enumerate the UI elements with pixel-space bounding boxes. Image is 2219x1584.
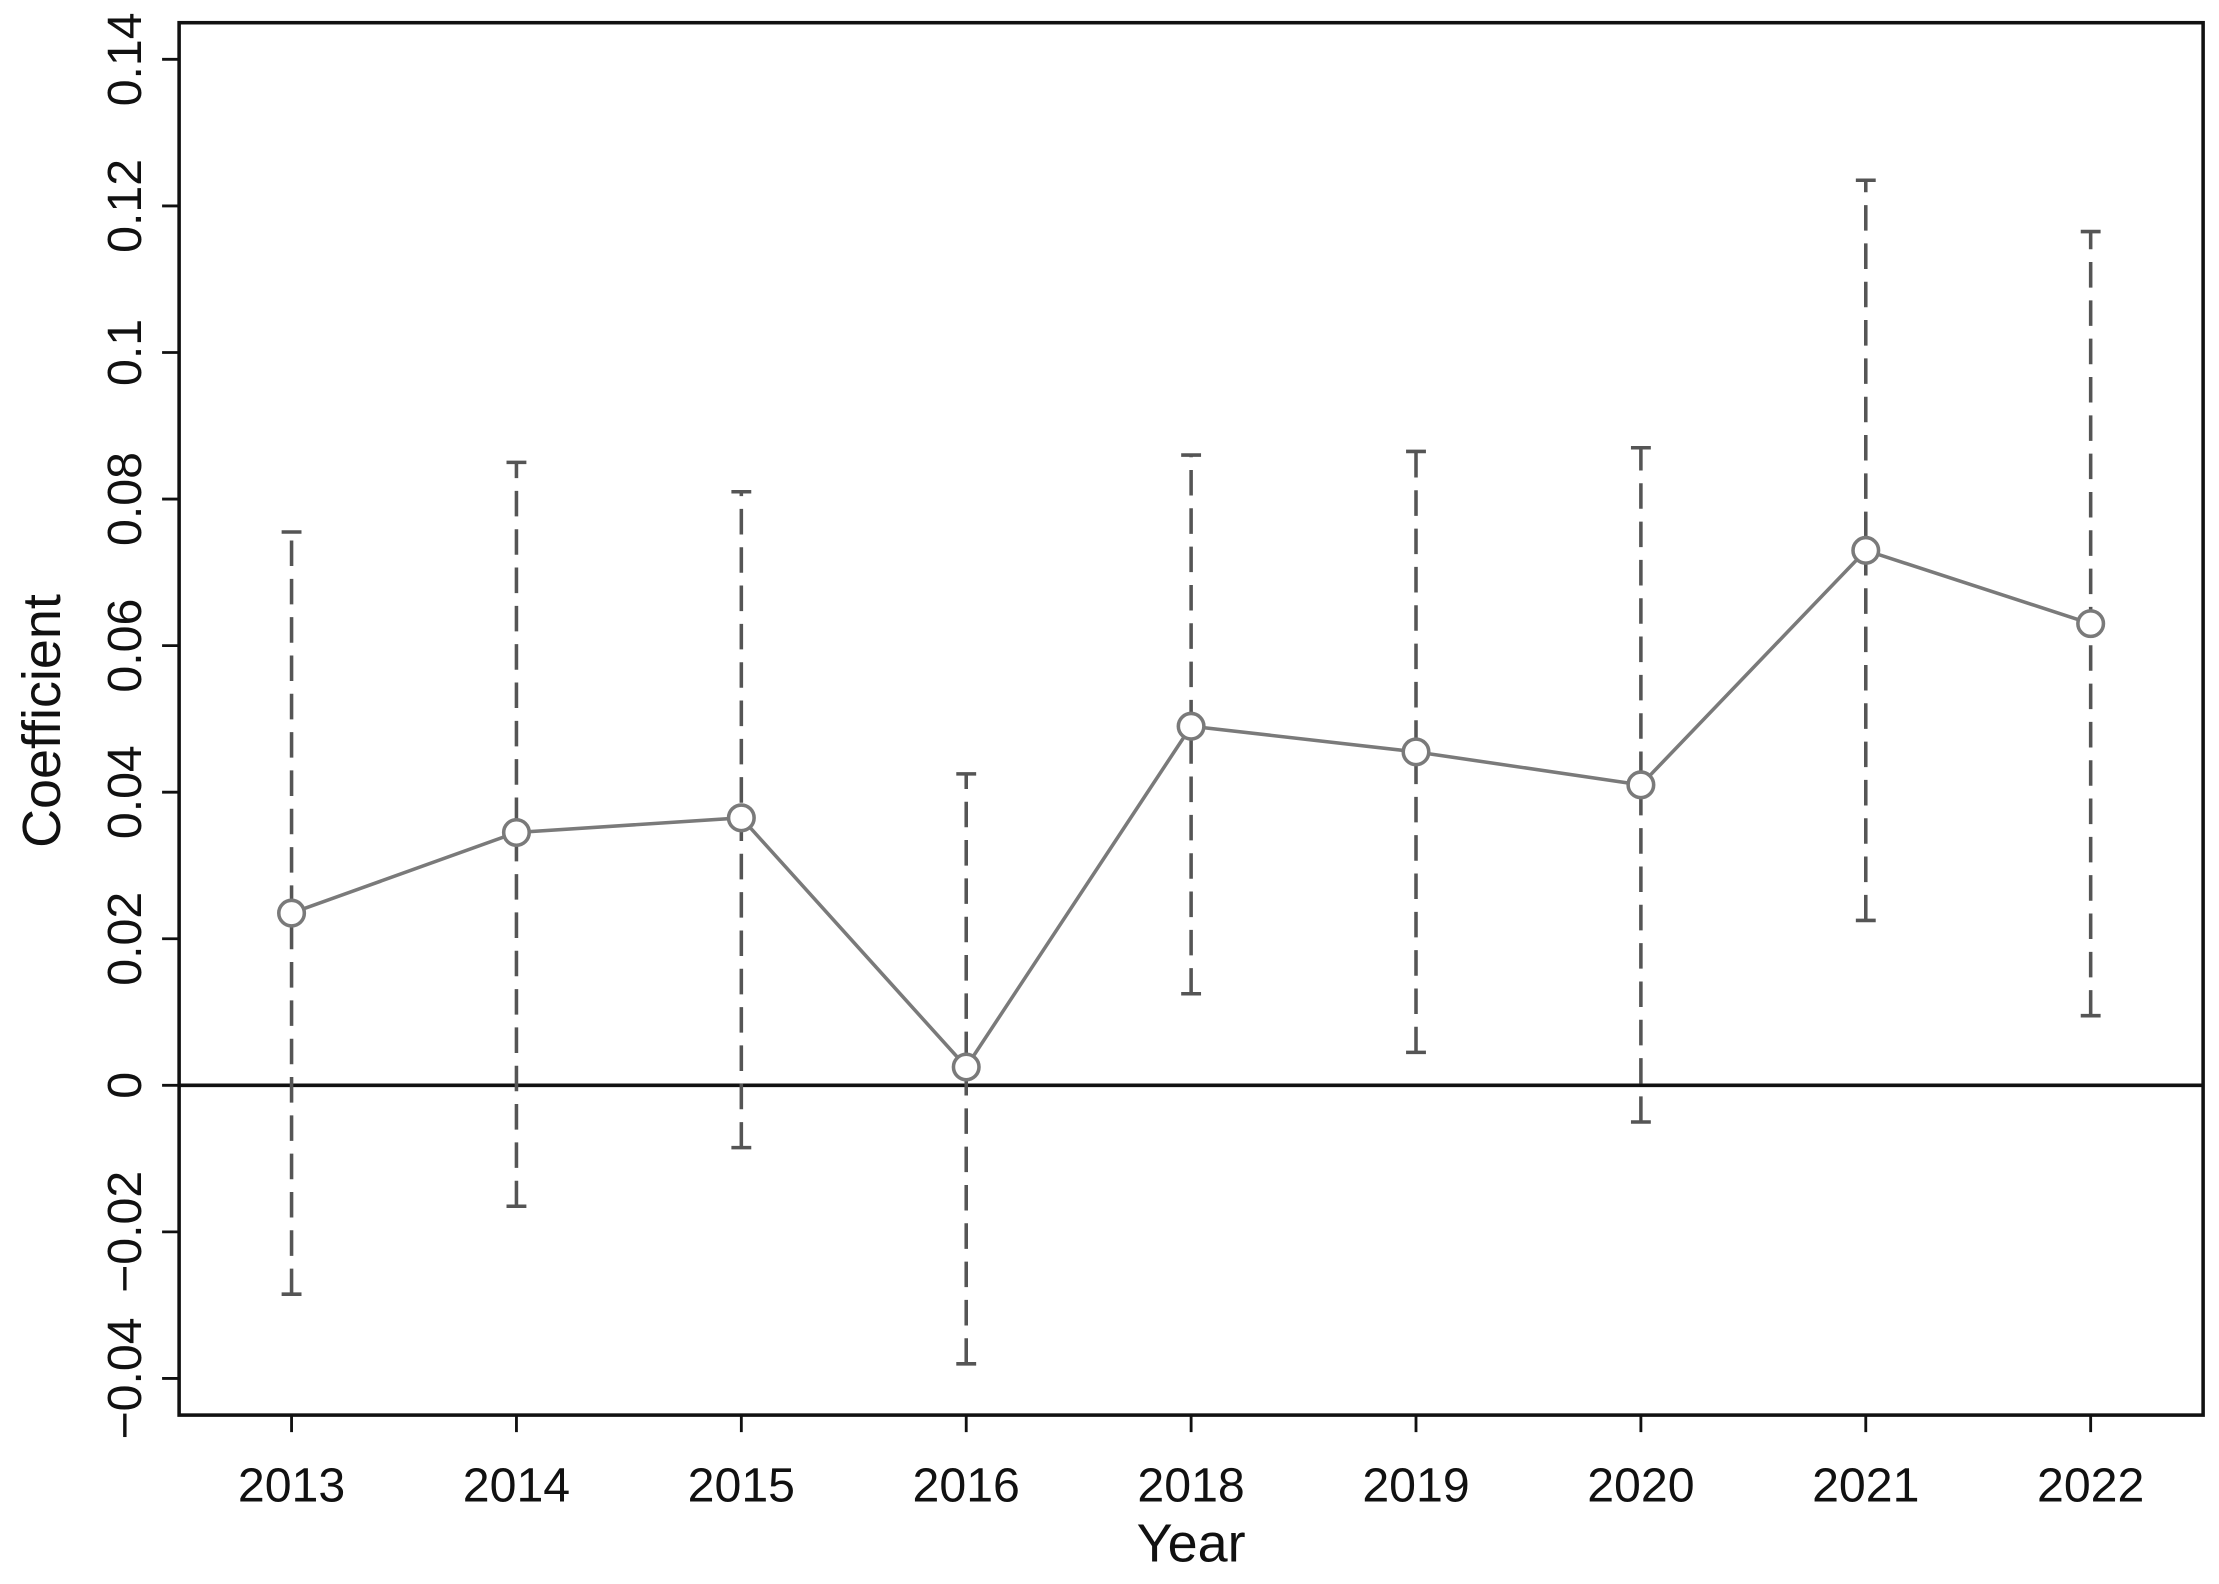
x-tick-label: 2016 xyxy=(913,1459,1020,1513)
point xyxy=(1401,737,1431,767)
point xyxy=(1626,770,1656,800)
y-tick-label: 0.02 xyxy=(98,892,152,986)
point xyxy=(726,803,756,833)
y-tick-label: −0.04 xyxy=(98,1317,152,1439)
x-axis-label: Year xyxy=(1137,1513,1246,1573)
point xyxy=(2076,609,2106,639)
x-tick-label: 2020 xyxy=(1587,1459,1694,1513)
point xyxy=(951,1052,981,1082)
point xyxy=(1851,535,1881,565)
x-tick-label: 2022 xyxy=(2037,1459,2144,1513)
y-tick-label: 0.1 xyxy=(98,319,152,386)
y-tick-label: 0.08 xyxy=(98,452,152,546)
x-tick-label: 2013 xyxy=(238,1459,345,1513)
x-tick-label: 2019 xyxy=(1362,1459,1469,1513)
point xyxy=(1176,711,1206,741)
x-tick-label: 2018 xyxy=(1137,1459,1244,1513)
y-axis-label: Coefficient xyxy=(12,594,72,848)
x-tick-label: 2021 xyxy=(1812,1459,1919,1513)
x-tick-label: 2015 xyxy=(688,1459,795,1513)
y-tick-label: 0 xyxy=(98,1072,152,1099)
y-tick-label: −0.02 xyxy=(98,1171,152,1293)
point xyxy=(501,817,531,848)
x-tick-label: 2014 xyxy=(463,1459,570,1513)
point xyxy=(277,898,307,928)
y-tick-label: 0.06 xyxy=(98,599,152,693)
y-tick-label: 0.12 xyxy=(98,159,152,253)
y-tick-label: 0.04 xyxy=(98,745,152,839)
y-tick-label: 0.14 xyxy=(98,12,152,106)
